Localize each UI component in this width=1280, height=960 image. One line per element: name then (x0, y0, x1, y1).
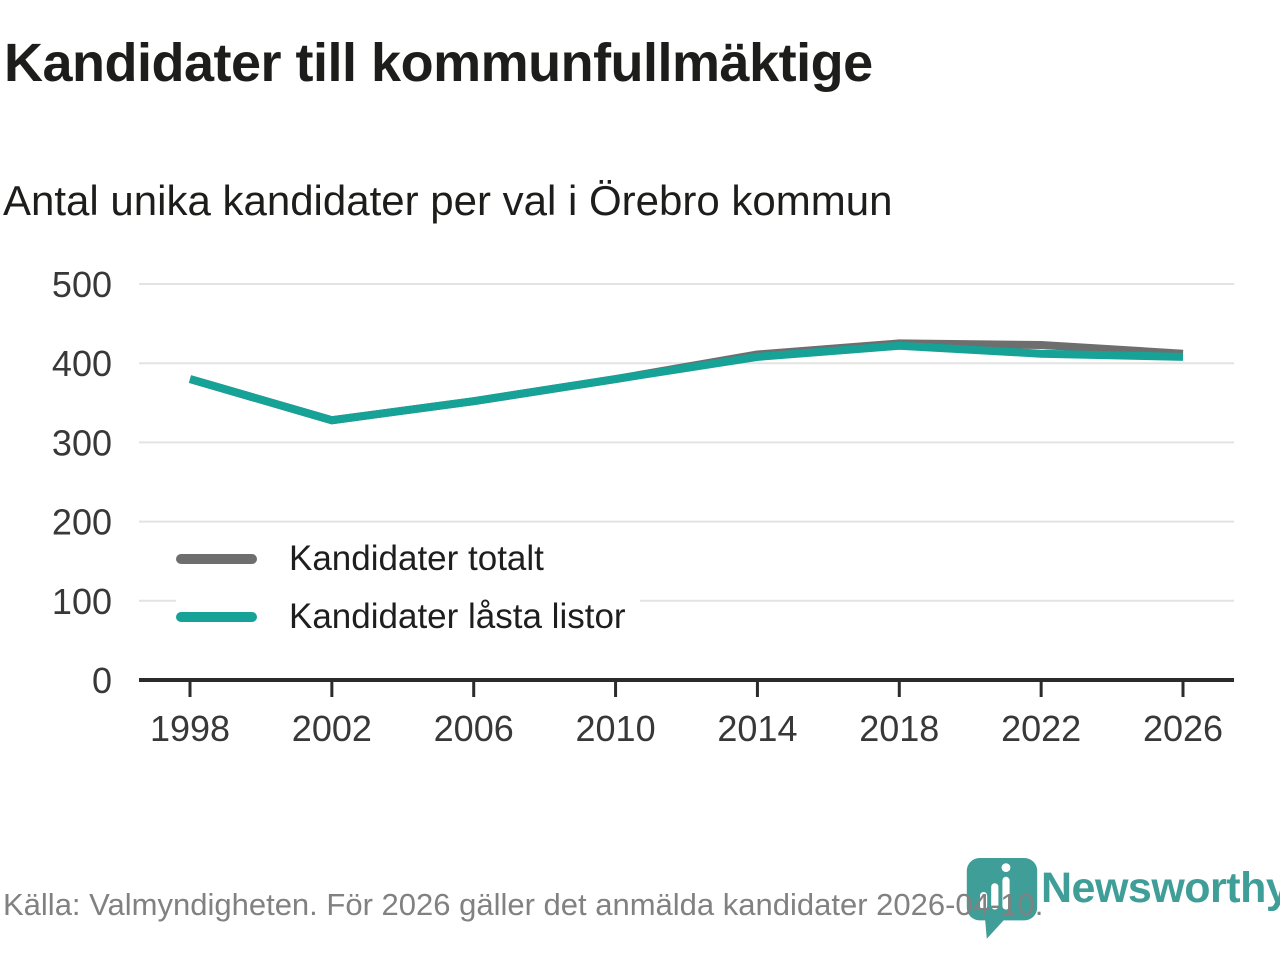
newsworthy-logo: Newsworthy (962, 856, 1280, 946)
chart-legend: Kandidater totalt Kandidater låsta listo… (176, 536, 640, 639)
y-tick-label: 200 (52, 502, 112, 543)
x-tick-label: 2006 (434, 708, 514, 749)
legend-label-total: Kandidater totalt (289, 539, 544, 578)
y-tick-label: 100 (52, 581, 112, 622)
page-title: Kandidater till kommunfullmäktige (4, 33, 873, 93)
y-tick-label: 0 (92, 660, 112, 701)
page-subtitle: Antal unika kandidater per val i Örebro … (3, 177, 893, 224)
newsworthy-wordmark: Newsworthy (1041, 864, 1280, 912)
x-tick-label: 2022 (1001, 708, 1081, 749)
source-note: Källa: Valmyndigheten. För 2026 gäller d… (3, 887, 1044, 922)
legend-label-locked-lists: Kandidater låsta listor (289, 597, 626, 636)
legend-item-locked-lists: Kandidater låsta listor (176, 596, 626, 637)
x-tick-label: 2018 (859, 708, 939, 749)
x-tick-label: 2010 (576, 708, 656, 749)
y-tick-label: 300 (52, 422, 112, 463)
y-tick-label: 400 (52, 343, 112, 384)
x-tick-label: 1998 (150, 708, 230, 749)
x-tick-label: 2026 (1143, 708, 1223, 749)
legend-item-total: Kandidater totalt (176, 538, 626, 579)
newsworthy-pin-chart-icon (966, 858, 1038, 939)
legend-swatch-locked-lists (176, 611, 257, 622)
x-tick-label: 2002 (292, 708, 372, 749)
x-tick-label: 2014 (717, 708, 797, 749)
y-tick-label: 500 (52, 264, 112, 305)
legend-swatch-total (176, 553, 257, 564)
series-line-1 (188, 341, 1184, 425)
